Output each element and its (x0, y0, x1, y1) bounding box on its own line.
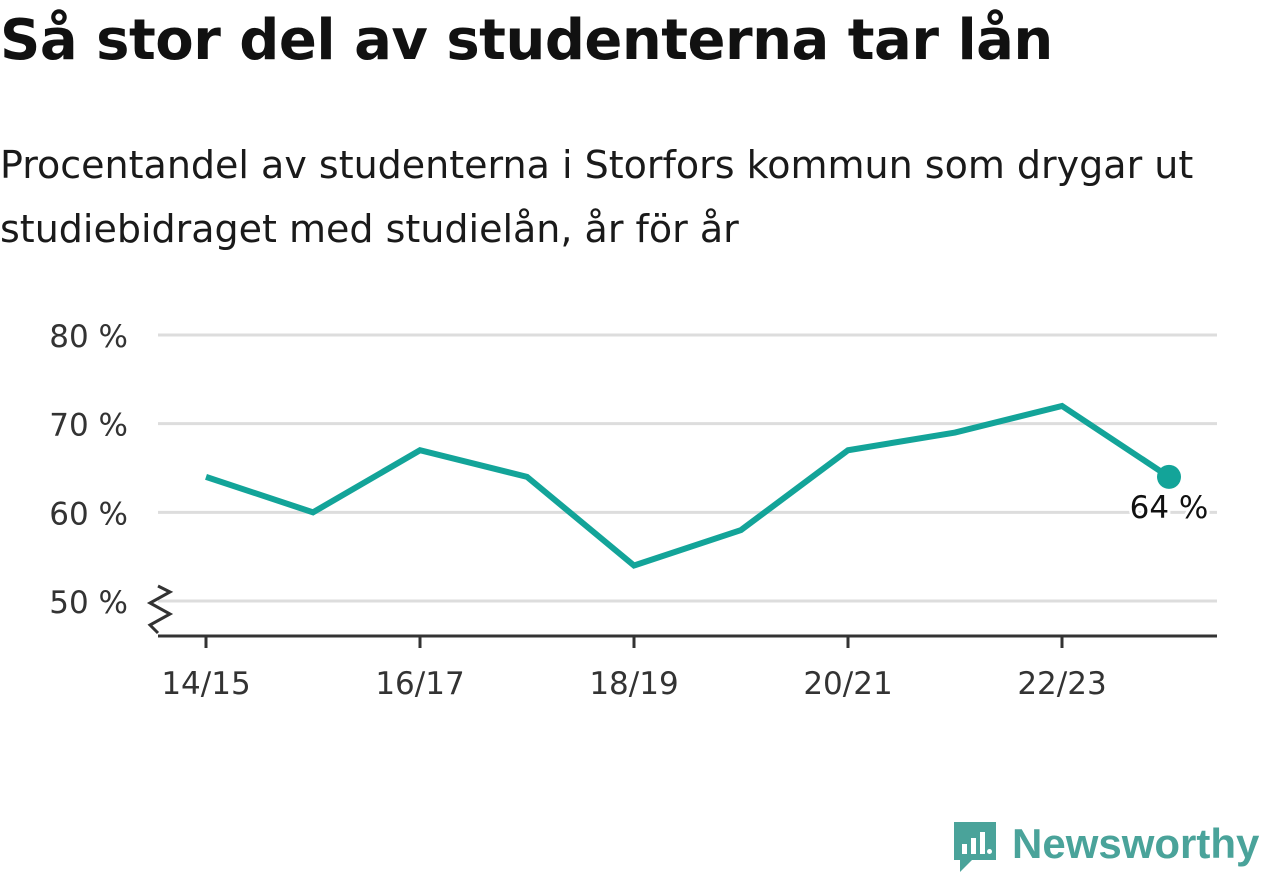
x-tick-label: 22/23 (1017, 666, 1106, 702)
x-tick-label: 16/17 (375, 666, 464, 702)
end-point-marker (1157, 464, 1181, 489)
series-layer (205, 402, 1181, 569)
x-tick-label: 18/19 (589, 666, 678, 702)
annotation-layer: 64 % (1127, 487, 1212, 529)
x-axis: 14/15 16/17 18/19 20/21 22/23 (158, 634, 1217, 702)
y-tick-label: 80 % (49, 319, 128, 355)
gridlines (158, 333, 1217, 603)
y-tick-label: 50 % (49, 585, 128, 621)
y-axis: 50 % 60 % 70 % 80 % (49, 319, 174, 635)
y-tick-label: 60 % (49, 496, 128, 532)
chart-subtitle: Procentandel av studenterna i Storfors k… (0, 143, 1194, 251)
chart-title: Så stor del av studenterna tar lån (0, 8, 1053, 73)
bar-chart-icon (954, 822, 996, 872)
x-tick-label: 20/21 (803, 666, 892, 702)
newsworthy-logo: Newsworthy (950, 820, 1259, 880)
x-tick-label: 14/15 (161, 666, 250, 702)
brand-name: Newsworthy (1012, 820, 1260, 867)
y-tick-label: 70 % (49, 408, 128, 444)
series-line (205, 402, 1171, 569)
data-label: 64 % (1130, 490, 1209, 526)
axis-break-icon (146, 584, 174, 635)
